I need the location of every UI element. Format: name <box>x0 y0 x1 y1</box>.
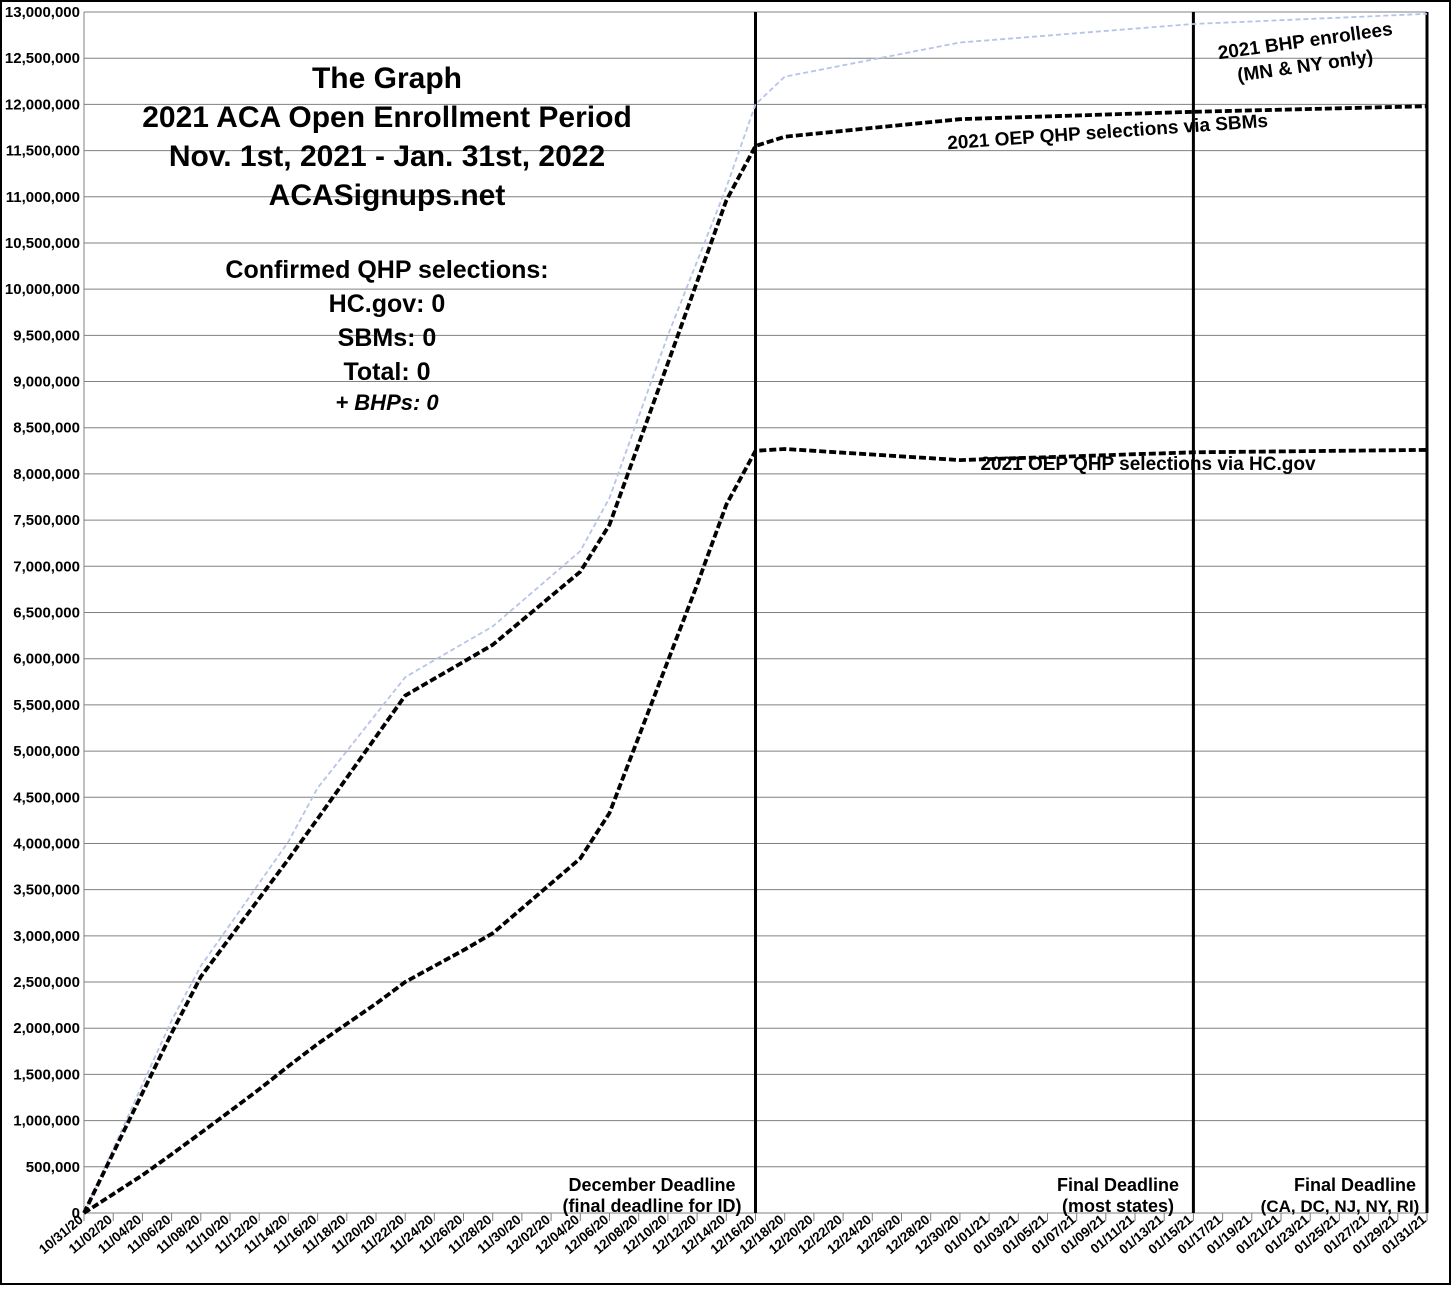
svg-text:2,500,000: 2,500,000 <box>13 974 80 991</box>
svg-text:6,500,000: 6,500,000 <box>13 605 80 622</box>
svg-text:12,000,000: 12,000,000 <box>5 96 80 113</box>
svg-text:5,000,000: 5,000,000 <box>13 743 80 760</box>
svg-text:(CA, DC, NJ, NY, RI): (CA, DC, NJ, NY, RI) <box>1261 1197 1420 1216</box>
svg-text:3,000,000: 3,000,000 <box>13 928 80 945</box>
svg-text:10,000,000: 10,000,000 <box>5 281 80 298</box>
svg-text:11,500,000: 11,500,000 <box>6 143 80 160</box>
svg-text:4,500,000: 4,500,000 <box>13 789 80 806</box>
svg-text:2021 OEP QHP selections via HC: 2021 OEP QHP selections via HC.gov <box>980 454 1316 475</box>
svg-text:11,000,000: 11,000,000 <box>6 189 80 206</box>
svg-text:1,000,000: 1,000,000 <box>13 1113 80 1130</box>
svg-text:(final deadline for ID): (final deadline for ID) <box>562 1196 741 1216</box>
svg-text:500,000: 500,000 <box>26 1159 80 1176</box>
svg-text:The Graph: The Graph <box>312 62 462 95</box>
svg-text:10,500,000: 10,500,000 <box>5 235 80 252</box>
svg-text:8,000,000: 8,000,000 <box>13 466 80 483</box>
svg-text:+ BHPs: 0: + BHPs: 0 <box>335 390 439 415</box>
svg-text:7,500,000: 7,500,000 <box>13 512 80 529</box>
svg-text:Final Deadline: Final Deadline <box>1294 1175 1416 1195</box>
svg-text:Total: 0: Total: 0 <box>343 358 430 386</box>
svg-text:5,500,000: 5,500,000 <box>13 697 80 714</box>
svg-text:3,500,000: 3,500,000 <box>13 882 80 899</box>
svg-text:13,000,000: 13,000,000 <box>5 4 80 21</box>
svg-text:ACASignups.net: ACASignups.net <box>269 179 506 212</box>
svg-text:9,000,000: 9,000,000 <box>13 374 80 391</box>
svg-text:Confirmed QHP selections:: Confirmed QHP selections: <box>225 256 548 284</box>
svg-text:2021 ACA Open Enrollment Perio: 2021 ACA Open Enrollment Period <box>142 101 632 134</box>
svg-text:SBMs: 0: SBMs: 0 <box>338 324 437 352</box>
svg-text:4,000,000: 4,000,000 <box>13 835 80 852</box>
svg-text:7,000,000: 7,000,000 <box>13 558 80 575</box>
svg-text:12,500,000: 12,500,000 <box>5 50 80 67</box>
svg-text:Nov. 1st, 2021 - Jan. 31st, 20: Nov. 1st, 2021 - Jan. 31st, 2022 <box>169 140 605 173</box>
svg-text:1,500,000: 1,500,000 <box>13 1066 80 1083</box>
svg-text:HC.gov: 0: HC.gov: 0 <box>329 290 446 318</box>
svg-text:December Deadline: December Deadline <box>568 1175 735 1195</box>
svg-text:6,000,000: 6,000,000 <box>13 651 80 668</box>
svg-text:8,500,000: 8,500,000 <box>13 420 80 437</box>
svg-text:Final Deadline: Final Deadline <box>1057 1175 1179 1195</box>
svg-text:2,000,000: 2,000,000 <box>13 1020 80 1037</box>
svg-text:(most states): (most states) <box>1062 1196 1174 1216</box>
svg-text:9,500,000: 9,500,000 <box>13 327 80 344</box>
